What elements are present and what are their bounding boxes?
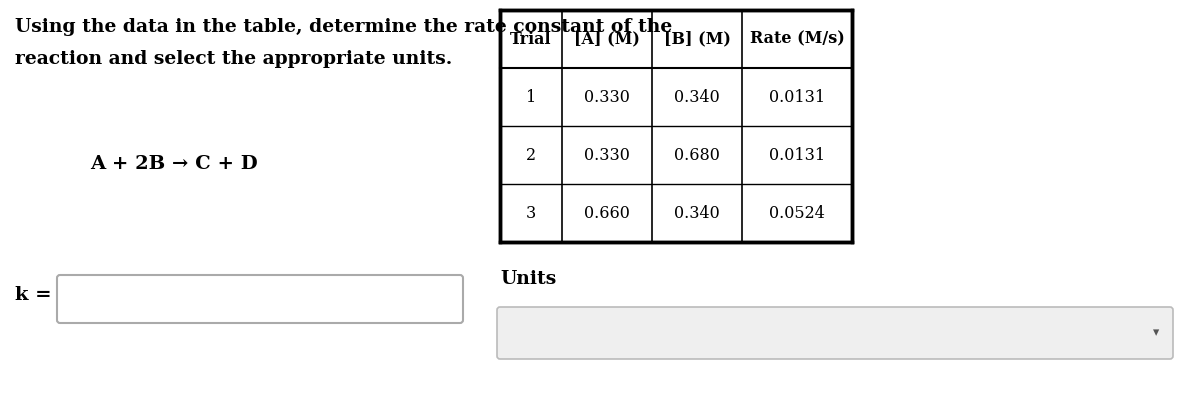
Text: 0.680: 0.680: [674, 147, 720, 164]
Text: 1: 1: [526, 88, 536, 105]
Text: 0.330: 0.330: [584, 88, 630, 105]
Text: 0.0131: 0.0131: [769, 147, 826, 164]
Text: 0.340: 0.340: [674, 204, 720, 221]
Text: 0.330: 0.330: [584, 147, 630, 164]
Text: 0.340: 0.340: [674, 88, 720, 105]
Text: Rate (M/s): Rate (M/s): [750, 30, 845, 48]
Text: A + 2B → C + D: A + 2B → C + D: [90, 155, 258, 173]
Text: 0.0524: 0.0524: [769, 204, 824, 221]
Text: reaction and select the appropriate units.: reaction and select the appropriate unit…: [14, 50, 452, 68]
Text: [B] (M): [B] (M): [664, 30, 731, 48]
Text: ▾: ▾: [1153, 326, 1159, 339]
Text: Using the data in the table, determine the rate constant of the: Using the data in the table, determine t…: [14, 18, 672, 36]
Text: 2: 2: [526, 147, 536, 164]
Text: 3: 3: [526, 204, 536, 221]
Text: 0.0131: 0.0131: [769, 88, 826, 105]
Text: 0.660: 0.660: [584, 204, 630, 221]
Text: k =: k =: [14, 286, 52, 304]
FancyBboxPatch shape: [497, 307, 1174, 359]
FancyBboxPatch shape: [58, 275, 463, 323]
Bar: [500, 10, 852, 242]
Text: [A] (M): [A] (M): [574, 30, 640, 48]
Text: Units: Units: [500, 270, 557, 288]
Text: Trial: Trial: [510, 30, 552, 48]
